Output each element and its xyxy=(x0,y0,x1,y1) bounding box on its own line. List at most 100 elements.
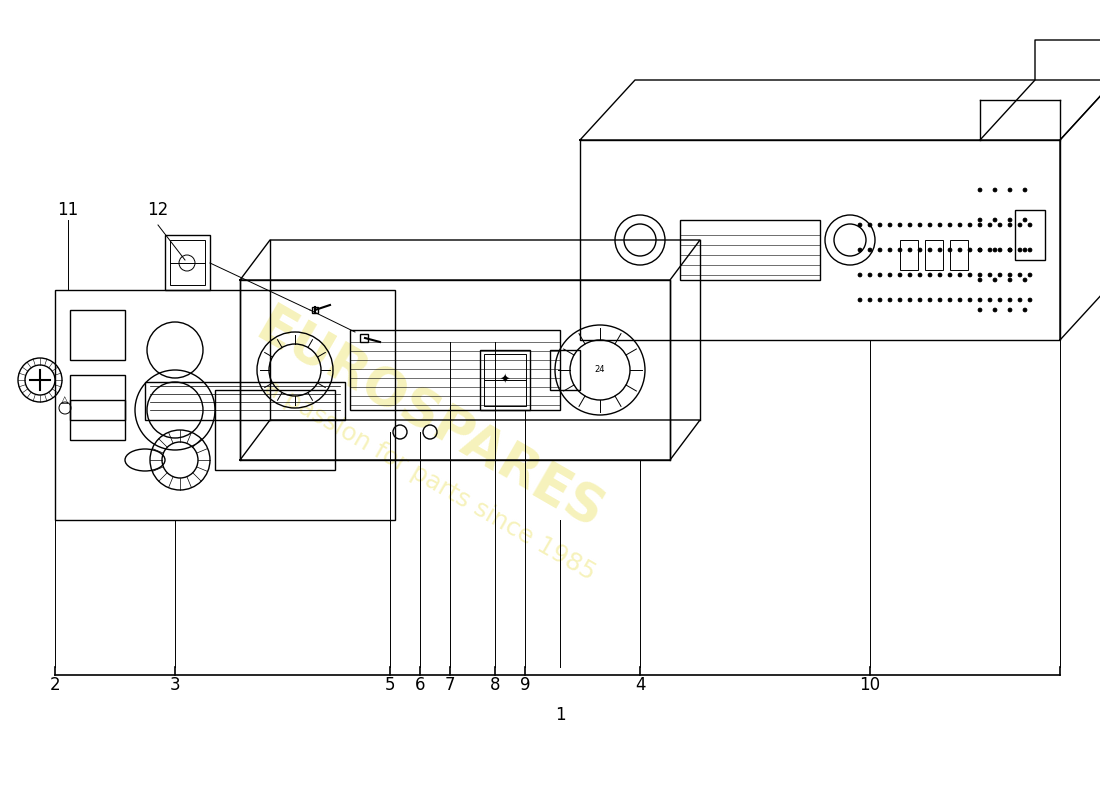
Circle shape xyxy=(978,298,982,302)
Bar xyxy=(480,350,530,410)
Text: 24: 24 xyxy=(595,366,605,374)
Bar xyxy=(1015,210,1045,260)
Text: 3: 3 xyxy=(169,676,180,694)
Circle shape xyxy=(928,248,932,252)
Circle shape xyxy=(998,298,1002,302)
Circle shape xyxy=(908,223,912,227)
Circle shape xyxy=(1008,273,1012,277)
Circle shape xyxy=(858,248,862,252)
Circle shape xyxy=(978,218,982,222)
Text: 7: 7 xyxy=(444,676,455,694)
Circle shape xyxy=(888,223,892,227)
Circle shape xyxy=(998,273,1002,277)
Circle shape xyxy=(948,223,951,227)
Text: 9: 9 xyxy=(519,676,530,694)
Circle shape xyxy=(878,273,882,277)
Circle shape xyxy=(918,248,922,252)
Circle shape xyxy=(948,248,951,252)
Circle shape xyxy=(978,188,982,192)
Circle shape xyxy=(928,273,932,277)
Circle shape xyxy=(1023,278,1027,282)
Circle shape xyxy=(1018,298,1022,302)
Circle shape xyxy=(988,223,992,227)
Circle shape xyxy=(1018,273,1022,277)
Circle shape xyxy=(898,223,902,227)
Circle shape xyxy=(948,273,951,277)
Circle shape xyxy=(938,298,942,302)
Text: ✦: ✦ xyxy=(499,374,510,386)
Circle shape xyxy=(958,298,962,302)
Circle shape xyxy=(898,273,902,277)
Circle shape xyxy=(988,248,992,252)
Text: △: △ xyxy=(62,395,68,405)
Circle shape xyxy=(978,273,982,277)
Circle shape xyxy=(993,248,997,252)
Circle shape xyxy=(908,298,912,302)
Circle shape xyxy=(978,248,982,252)
Circle shape xyxy=(968,248,972,252)
Circle shape xyxy=(1028,273,1032,277)
Circle shape xyxy=(928,223,932,227)
Bar xyxy=(350,330,560,410)
Circle shape xyxy=(938,223,942,227)
Text: 6: 6 xyxy=(415,676,426,694)
Bar xyxy=(55,290,395,520)
Circle shape xyxy=(978,223,982,227)
Circle shape xyxy=(1008,278,1012,282)
Circle shape xyxy=(968,273,972,277)
Circle shape xyxy=(1028,223,1032,227)
Text: 5: 5 xyxy=(385,676,395,694)
Bar xyxy=(70,400,125,440)
Bar xyxy=(165,235,210,290)
Circle shape xyxy=(958,223,962,227)
Bar xyxy=(680,220,820,280)
Circle shape xyxy=(1023,308,1027,312)
Circle shape xyxy=(988,273,992,277)
Circle shape xyxy=(858,223,862,227)
Circle shape xyxy=(878,298,882,302)
Circle shape xyxy=(958,273,962,277)
Circle shape xyxy=(993,188,997,192)
Bar xyxy=(484,354,526,406)
Circle shape xyxy=(968,298,972,302)
Circle shape xyxy=(978,248,982,252)
Circle shape xyxy=(978,308,982,312)
Circle shape xyxy=(888,248,892,252)
Text: 11: 11 xyxy=(57,201,78,219)
Circle shape xyxy=(1023,188,1027,192)
Bar xyxy=(550,350,580,390)
Circle shape xyxy=(958,248,962,252)
Bar xyxy=(360,334,368,342)
Circle shape xyxy=(1008,248,1012,252)
Text: 4: 4 xyxy=(635,676,646,694)
Text: a passion for parts since 1985: a passion for parts since 1985 xyxy=(261,375,600,585)
Circle shape xyxy=(1018,248,1022,252)
Text: 2: 2 xyxy=(50,676,60,694)
Circle shape xyxy=(993,308,997,312)
Circle shape xyxy=(1018,223,1022,227)
Bar xyxy=(950,240,968,270)
Circle shape xyxy=(968,223,972,227)
Circle shape xyxy=(868,298,872,302)
Circle shape xyxy=(938,273,942,277)
Circle shape xyxy=(1023,248,1027,252)
Circle shape xyxy=(898,298,902,302)
Circle shape xyxy=(878,248,882,252)
Bar xyxy=(170,240,205,285)
Text: EUROSPARES: EUROSPARES xyxy=(248,299,613,541)
Circle shape xyxy=(1008,223,1012,227)
Circle shape xyxy=(1028,248,1032,252)
Circle shape xyxy=(878,223,882,227)
Circle shape xyxy=(998,223,1002,227)
Circle shape xyxy=(948,298,951,302)
Circle shape xyxy=(998,248,1002,252)
Bar xyxy=(925,240,943,270)
Circle shape xyxy=(1028,298,1032,302)
Circle shape xyxy=(858,298,862,302)
Circle shape xyxy=(938,248,942,252)
Circle shape xyxy=(908,248,912,252)
Bar xyxy=(214,390,336,470)
Bar xyxy=(145,382,345,420)
Circle shape xyxy=(868,273,872,277)
Circle shape xyxy=(868,248,872,252)
